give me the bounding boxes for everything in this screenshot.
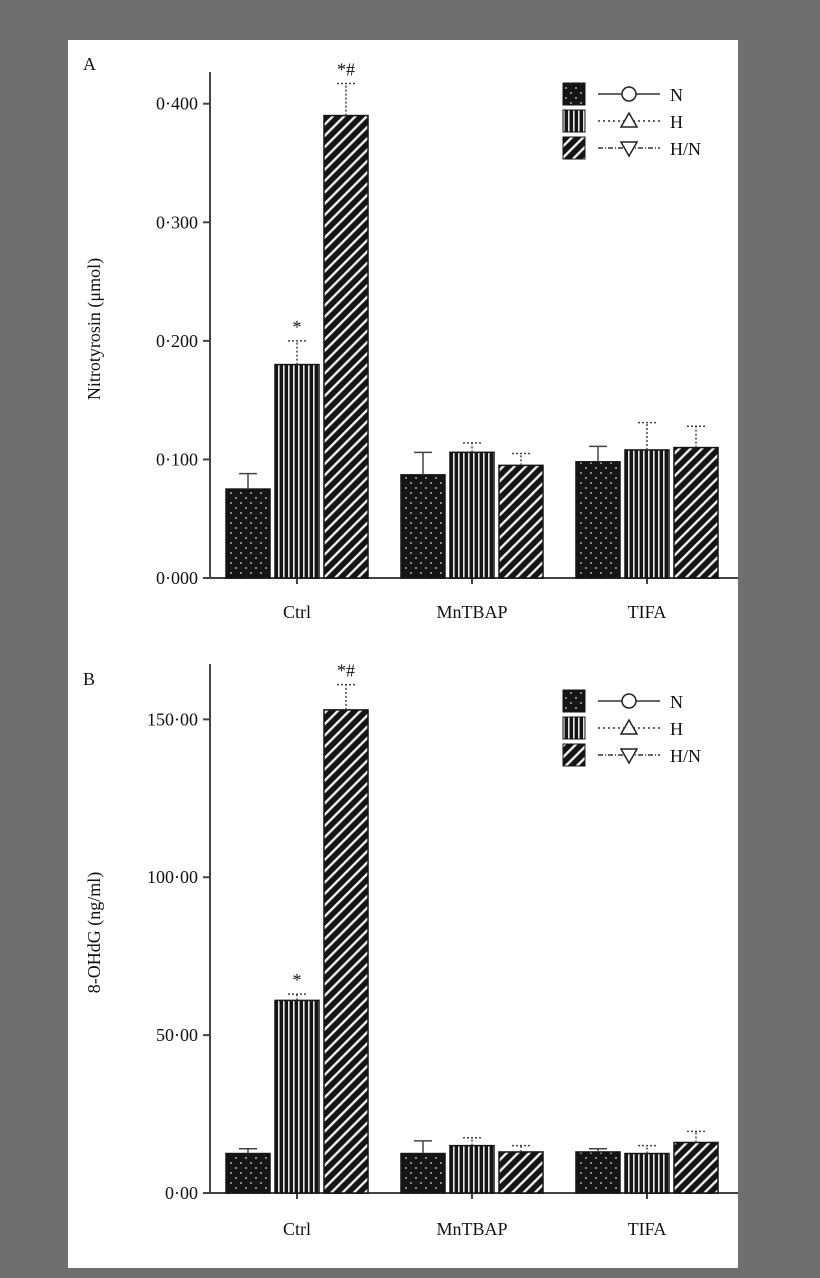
x-tick-label: TIFA <box>628 1219 667 1239</box>
legend-swatch <box>562 689 586 713</box>
legend-swatch <box>562 136 586 160</box>
bar-hn-mntbap <box>498 1151 544 1194</box>
bar-n-mntbap <box>400 1152 446 1194</box>
legend-label: N <box>670 692 683 712</box>
bar-h-ctrl <box>274 363 320 579</box>
y-tick-label: 0·00 <box>165 1183 198 1203</box>
significance-mark: *# <box>337 60 355 80</box>
chart-panel-b: B 0·00 50·00 100·00 150·00 8-OHdG (ng/ml) Ctrl… <box>83 661 738 1239</box>
x-tick-label: Ctrl <box>283 1219 311 1239</box>
legend-swatch <box>562 109 586 133</box>
y-tick-label: 50·00 <box>156 1025 198 1045</box>
x-tick-label: TIFA <box>628 602 667 622</box>
x-tick-label: MnTBAP <box>436 602 507 622</box>
legend-label: H <box>670 112 683 132</box>
y-tick-label: 0·000 <box>156 568 198 588</box>
legend: NH H/N <box>562 689 701 767</box>
bar-n-ctrl <box>225 488 271 579</box>
bar-hn-mntbap <box>498 464 544 579</box>
panel-label: B <box>83 669 95 689</box>
bar-n-mntbap <box>400 474 446 579</box>
y-tick-label: 150·00 <box>147 709 198 729</box>
legend-marker-circle <box>621 86 637 102</box>
bar-h-tifa <box>624 1152 670 1194</box>
legend-label: H <box>670 719 683 739</box>
bar-n-tifa <box>575 461 621 579</box>
chart-panel-a: A 0·000 0·100 0·200 0·300 0·400 Nitrotyrosin (… <box>83 54 738 622</box>
y-tick-label: 0·400 <box>156 94 198 114</box>
bar-n-tifa <box>575 1151 621 1194</box>
legend-marker-circle <box>621 693 637 709</box>
bar-h-tifa <box>624 449 670 579</box>
y-axis-title: Nitrotyrosin (μmol) <box>84 258 105 400</box>
bar-h-ctrl <box>274 999 320 1194</box>
y-tick-label: 0·200 <box>156 331 198 351</box>
significance-mark: *# <box>337 661 355 681</box>
x-tick-label: MnTBAP <box>436 1219 507 1239</box>
y-tick-label: 100·00 <box>147 867 198 887</box>
figure-panel: A 0·000 0·100 0·200 0·300 0·400 Nitrotyrosin (… <box>68 40 738 1268</box>
bar-hn-ctrl <box>323 114 369 579</box>
figure-svg: A 0·000 0·100 0·200 0·300 0·400 Nitrotyrosin (… <box>83 54 738 1239</box>
bar-n-ctrl <box>225 1152 271 1194</box>
legend: NH H/N <box>562 82 701 160</box>
legend-swatch <box>562 743 586 767</box>
bar-h-mntbap <box>449 451 495 579</box>
x-tick-label: Ctrl <box>283 602 311 622</box>
y-axis-title: 8-OHdG (ng/ml) <box>84 872 105 993</box>
panel-label: A <box>83 54 96 74</box>
legend-label: H/N <box>670 746 701 766</box>
bar-hn-tifa <box>673 1141 719 1194</box>
y-tick-label: 0·100 <box>156 449 198 469</box>
significance-mark: * <box>293 970 302 990</box>
legend-swatch <box>562 82 586 106</box>
legend-label: H/N <box>670 139 701 159</box>
legend-marker-triangle-up <box>619 718 639 735</box>
legend-marker-triangle-up <box>619 111 639 128</box>
bar-hn-ctrl <box>323 709 369 1194</box>
legend-label: N <box>670 85 683 105</box>
significance-mark: * <box>293 317 302 337</box>
legend-swatch <box>562 716 586 740</box>
legend-marker-triangle-down <box>619 141 639 158</box>
y-tick-label: 0·300 <box>156 212 198 232</box>
bar-hn-tifa <box>673 446 719 579</box>
legend-marker-triangle-down <box>619 748 639 765</box>
bar-h-mntbap <box>449 1144 495 1194</box>
